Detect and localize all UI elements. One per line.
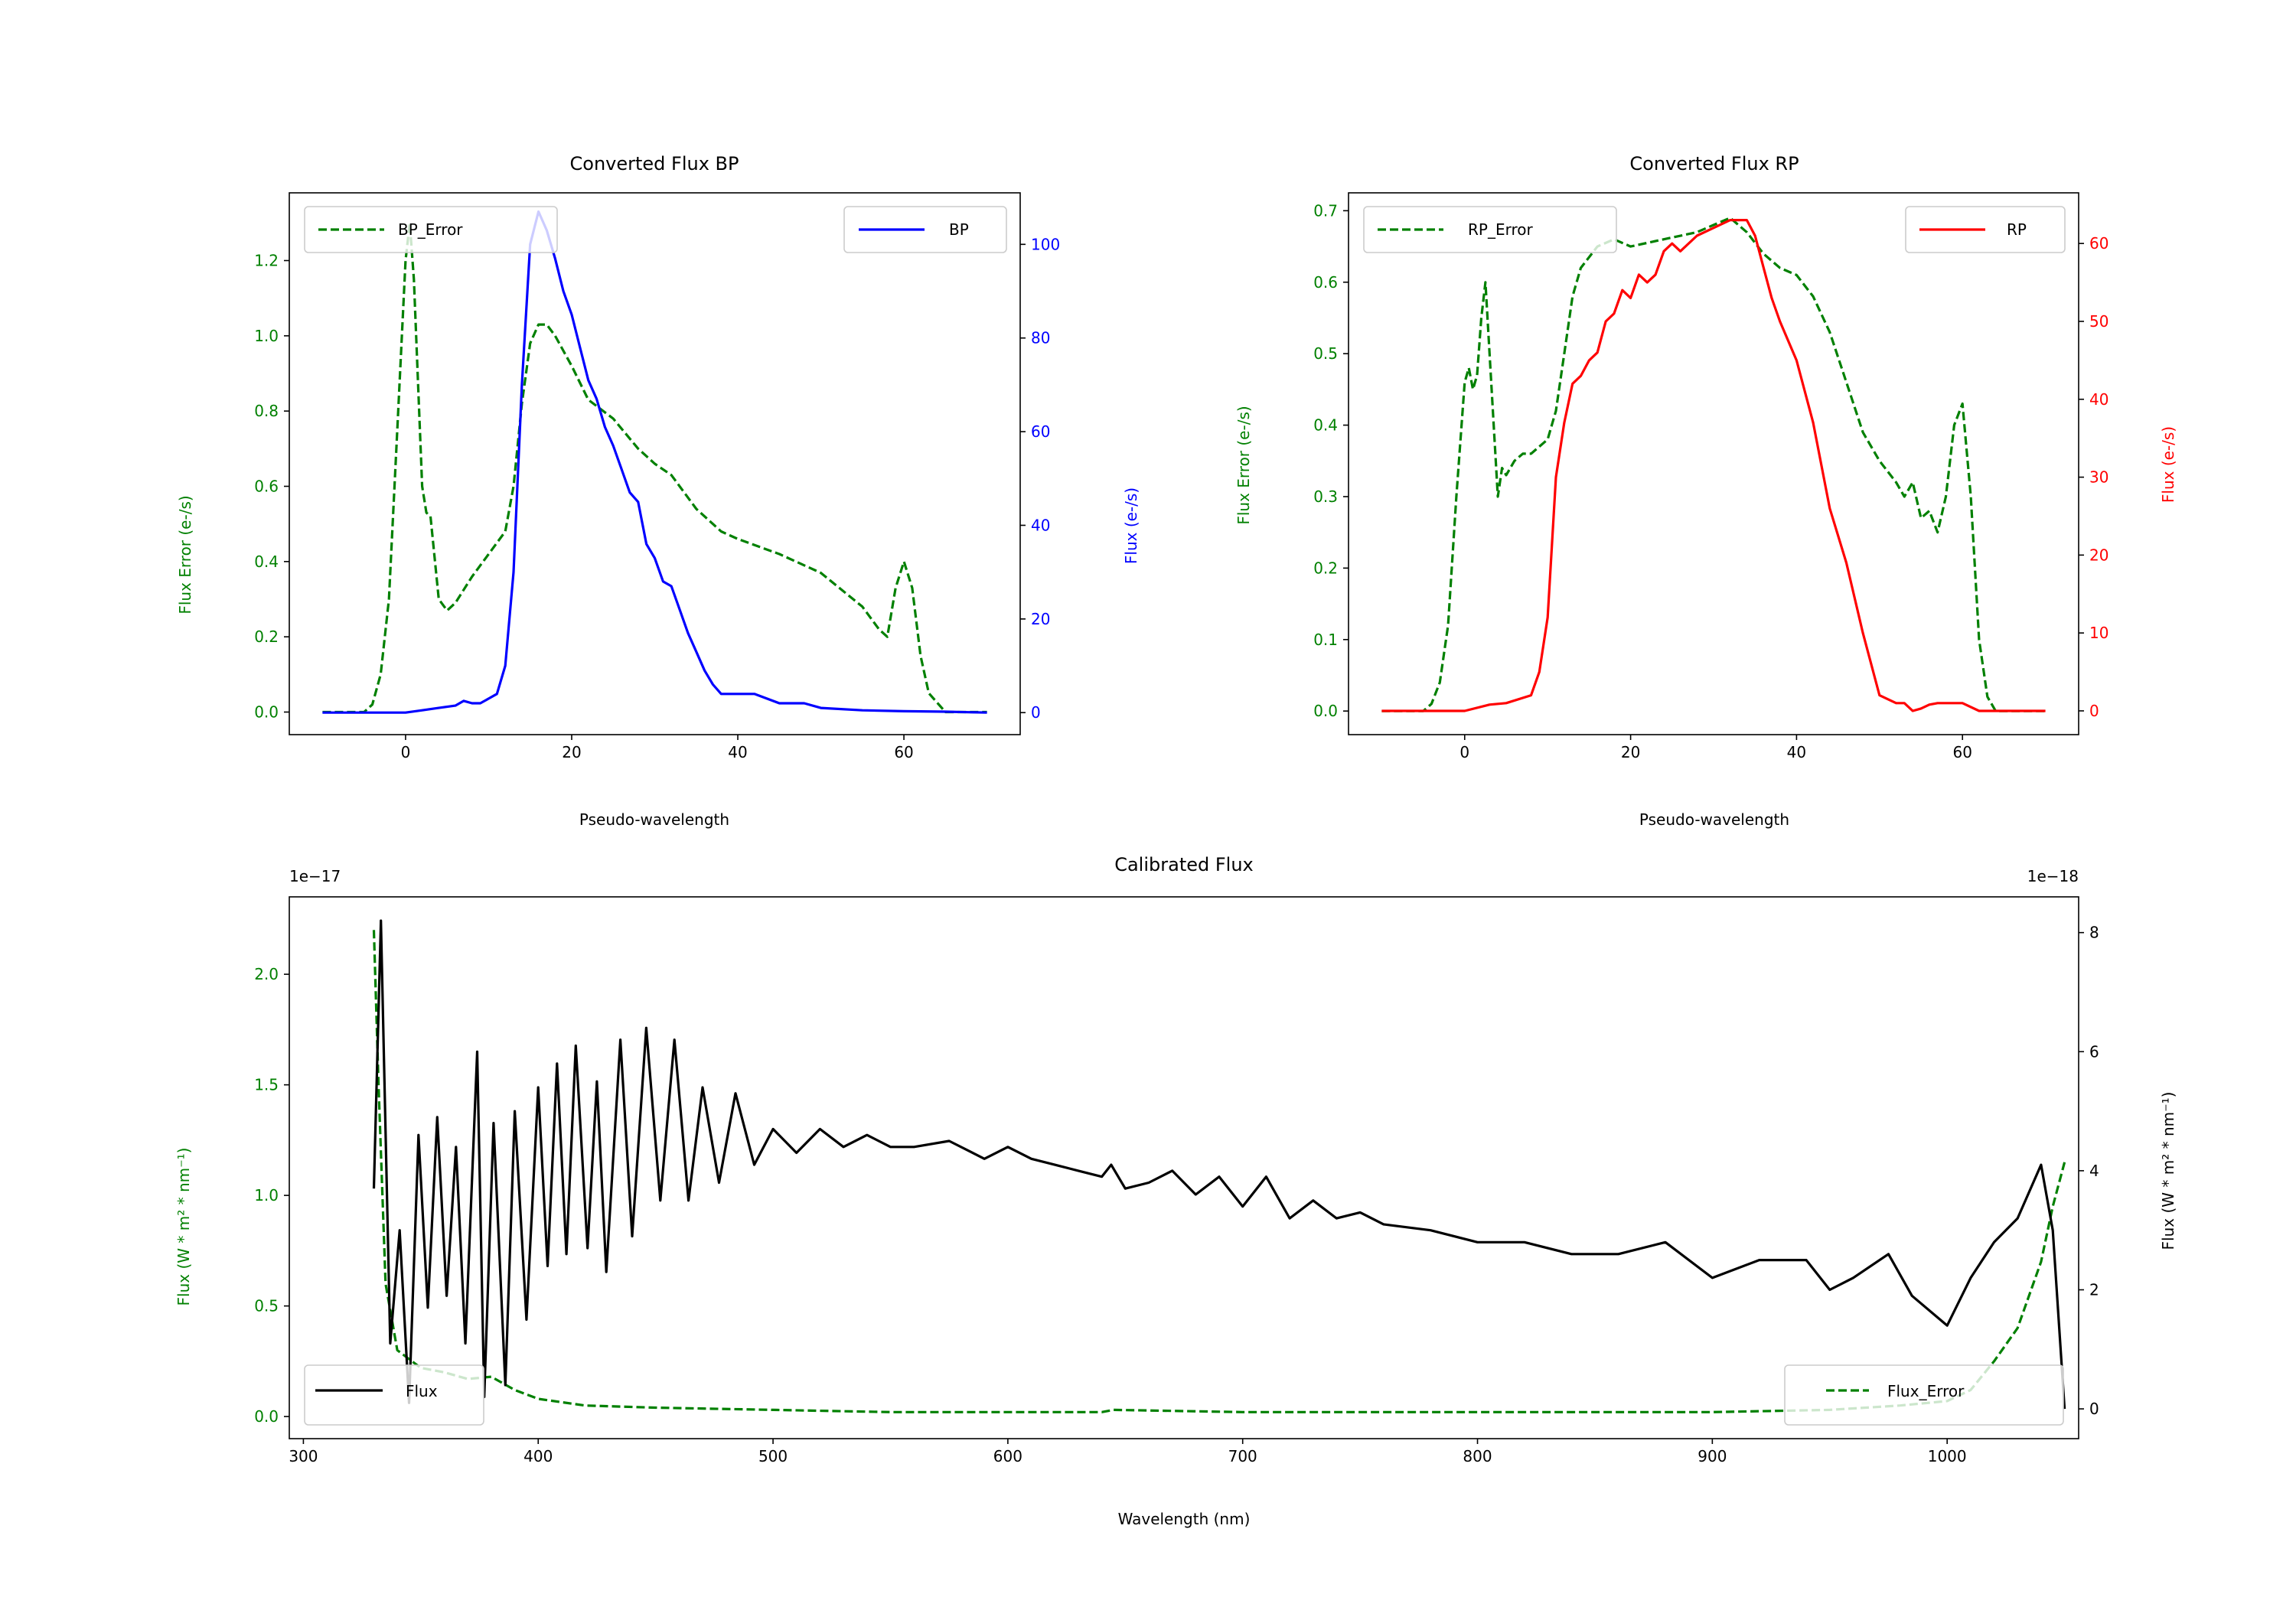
calibrated-lines xyxy=(372,919,2066,1413)
bp-ylabel-right: Flux (e-/s) xyxy=(1122,487,1140,564)
bp-ytick-left-label: 0.0 xyxy=(254,703,279,722)
calibrated-xtick-label: 1000 xyxy=(1928,1447,1967,1465)
bp-ytick-right-label: 0 xyxy=(1031,703,1041,722)
bp-ytick-right-label: 20 xyxy=(1031,610,1050,628)
calibrated-xlabel: Wavelength (nm) xyxy=(1118,1510,1251,1528)
rp-panel: Converted Flux RP Pseudo-wavelength Flux… xyxy=(1234,153,2177,829)
rp-ylabel-left: Flux Error (e-/s) xyxy=(1234,406,1253,524)
calibrated-ytick-right-label: 2 xyxy=(2089,1280,2099,1299)
bp-axes-frame xyxy=(289,192,1021,735)
bp-ytick-right-label: 60 xyxy=(1031,422,1050,441)
rp-ticks: 0 20 40 60 0.0 0.1 0.2 0.3 0.4 0.5 0.6 0.7 0 10 20 30 40… xyxy=(1313,201,2108,761)
rp-lines xyxy=(1381,217,2046,712)
bp-ytick-right-label: 80 xyxy=(1031,329,1050,347)
bp-series-bp xyxy=(322,210,987,714)
bp-series-bp-error xyxy=(322,221,987,714)
calibrated-xtick-label: 600 xyxy=(993,1447,1022,1465)
calibrated-ticks: 300 400 500 600 700 800 900 1000 0.0 0.5 1.0 1.5 2.0… xyxy=(254,924,2099,1465)
calibrated-xtick-label: 400 xyxy=(523,1447,553,1465)
rp-ytick-left-label: 0.1 xyxy=(1313,631,1338,649)
calibrated-xtick-label: 500 xyxy=(758,1447,788,1465)
rp-ytick-left-label: 0.4 xyxy=(1313,416,1338,435)
calibrated-series-flux xyxy=(372,919,2066,1410)
rp-xtick-label: 20 xyxy=(1621,743,1640,761)
rp-title: Converted Flux RP xyxy=(1629,153,1799,174)
rp-ytick-left-label: 0.6 xyxy=(1313,273,1338,292)
rp-series-rp xyxy=(1381,219,2046,712)
rp-ytick-right-label: 0 xyxy=(2089,702,2099,720)
calibrated-legend-right-label: Flux_Error xyxy=(1887,1382,1965,1400)
bp-ytick-left-label: 0.4 xyxy=(254,553,279,571)
bp-ytick-left-label: 1.2 xyxy=(254,252,279,270)
rp-legend-right-label: RP xyxy=(2007,220,2027,239)
calibrated-xtick-label: 800 xyxy=(1463,1447,1492,1465)
bp-xlabel: Pseudo-wavelength xyxy=(579,810,729,829)
calibrated-ytick-right-label: 8 xyxy=(2089,924,2099,942)
rp-ytick-right-label: 30 xyxy=(2089,468,2108,487)
rp-xtick-label: 60 xyxy=(1953,743,1972,761)
rp-legend-left: RP_Error xyxy=(1363,206,1617,253)
rp-ytick-right-label: 10 xyxy=(2089,624,2108,642)
calibrated-legend-left-label: Flux xyxy=(406,1382,438,1400)
rp-xtick-label: 0 xyxy=(1459,743,1469,761)
calibrated-offset-left: 1e−17 xyxy=(289,867,341,885)
rp-ytick-right-label: 60 xyxy=(2089,234,2108,253)
calibrated-legend-right: Flux_Error xyxy=(1784,1364,2064,1426)
bp-ytick-left-label: 0.2 xyxy=(254,627,279,646)
calibrated-ytick-right-label: 6 xyxy=(2089,1042,2099,1061)
bp-legend-left: BP_Error xyxy=(304,206,558,253)
bp-xtick-label: 40 xyxy=(728,743,747,761)
calibrated-xtick-label: 900 xyxy=(1698,1447,1727,1465)
bp-lines xyxy=(322,210,987,714)
bp-legend-right: BP xyxy=(843,206,1007,253)
rp-ytick-left-label: 0.0 xyxy=(1313,702,1338,720)
rp-ytick-left-label: 0.7 xyxy=(1313,201,1338,220)
calibrated-ytick-left-label: 0.0 xyxy=(254,1407,279,1426)
rp-legend-right: RP xyxy=(1905,206,2066,253)
bp-xtick-label: 0 xyxy=(401,743,411,761)
calibrated-title: Calibrated Flux xyxy=(1114,854,1254,875)
bp-ytick-left-label: 0.8 xyxy=(254,402,279,420)
bp-ytick-left-label: 1.0 xyxy=(254,327,279,345)
bp-title: Converted Flux BP xyxy=(570,153,739,174)
bp-legend-right-label: BP xyxy=(949,220,969,239)
bp-legend-left-label: BP_Error xyxy=(398,220,463,239)
calibrated-ylabel-left: Flux (W * m² * nm⁻¹) xyxy=(174,1148,193,1306)
bp-ytick-left-label: 0.6 xyxy=(254,478,279,496)
rp-series-rp-error xyxy=(1381,217,2046,712)
calibrated-ytick-left-label: 1.0 xyxy=(254,1186,279,1204)
calibrated-xtick-label: 300 xyxy=(289,1447,318,1465)
rp-ytick-left-label: 0.3 xyxy=(1313,487,1338,506)
rp-ytick-right-label: 50 xyxy=(2089,312,2108,331)
calibrated-xtick-label: 700 xyxy=(1228,1447,1257,1465)
calibrated-legend-left: Flux xyxy=(304,1364,484,1426)
calibrated-ytick-left-label: 1.5 xyxy=(254,1076,279,1094)
bp-panel: Converted Flux BP Pseudo-wavelength Flux… xyxy=(176,153,1140,829)
rp-ytick-right-label: 40 xyxy=(2089,390,2108,409)
calibrated-ylabel-right: Flux (W * m² * nm⁻¹) xyxy=(2159,1092,2177,1250)
calibrated-offset-right: 1e−18 xyxy=(2027,867,2079,885)
calibrated-ytick-right-label: 0 xyxy=(2089,1400,2099,1418)
rp-ylabel-right: Flux (e-/s) xyxy=(2159,426,2177,503)
calibrated-axes-frame xyxy=(289,896,2079,1439)
rp-ytick-left-label: 0.2 xyxy=(1313,559,1338,577)
rp-legend-left-label: RP_Error xyxy=(1468,220,1533,239)
calibrated-panel: Calibrated Flux Wavelength (nm) Flux (W … xyxy=(174,854,2177,1528)
rp-axes-frame xyxy=(1348,192,2079,735)
bp-ytick-right-label: 40 xyxy=(1031,516,1050,534)
bp-ylabel-left: Flux Error (e-/s) xyxy=(176,495,194,614)
rp-xlabel: Pseudo-wavelength xyxy=(1639,810,1789,829)
rp-ytick-left-label: 0.5 xyxy=(1313,344,1338,363)
calibrated-ytick-left-label: 0.5 xyxy=(254,1297,279,1315)
rp-ytick-right-label: 20 xyxy=(2089,546,2108,564)
rp-xtick-label: 40 xyxy=(1787,743,1806,761)
bp-ytick-right-label: 100 xyxy=(1031,235,1060,253)
bp-xtick-label: 20 xyxy=(562,743,581,761)
calibrated-ytick-right-label: 4 xyxy=(2089,1162,2099,1180)
calibrated-ytick-left-label: 2.0 xyxy=(254,965,279,983)
bp-xtick-label: 60 xyxy=(894,743,913,761)
bp-ticks: 0 20 40 60 0.0 0.2 0.4 0.6 0.8 1.0 1.2 0 20 40 60 80 100 xyxy=(254,235,1060,761)
